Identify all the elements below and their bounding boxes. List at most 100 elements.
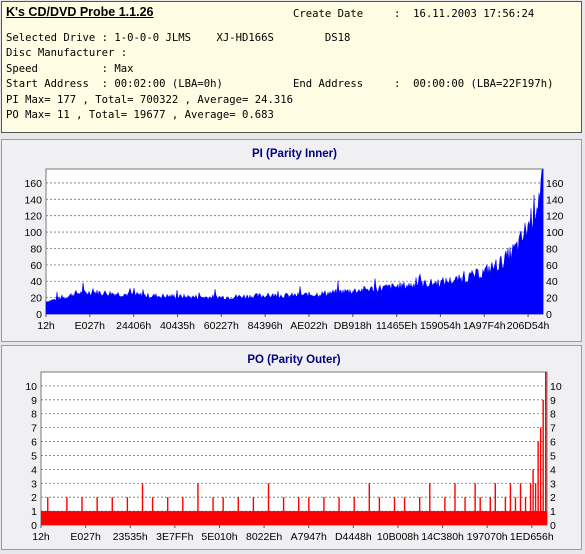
pi-summary-line: PI Max= 177 , Total= 700322 , Average= 2… <box>6 94 294 106</box>
x-tick-label: D4448h <box>335 531 372 543</box>
po-spike-bar <box>514 497 517 525</box>
po-chart: PO (Parity Outer)0 01 12 23 34 45 56 67 78 89 910 1… <box>25 354 562 543</box>
y-tick-label-right: 3 <box>550 478 556 490</box>
po-spike-bar <box>429 483 431 525</box>
y-tick-label-left: 9 <box>31 395 37 407</box>
po-spike-bar <box>368 483 370 525</box>
chart-title: PI (Parity Inner) <box>252 148 337 160</box>
x-tick-label: 40435h <box>160 320 195 332</box>
po-spike-bar <box>454 483 456 525</box>
y-tick-label-right: 120 <box>546 211 564 223</box>
po-spike-bar <box>489 497 491 525</box>
po-spike-bar <box>378 497 381 525</box>
y-tick-label-left: 160 <box>24 178 42 190</box>
y-tick-label-left: 6 <box>31 437 37 449</box>
po-spike-bar <box>141 483 144 525</box>
y-tick-label-left: 140 <box>24 194 42 206</box>
po-spike-bar <box>308 497 310 525</box>
po-chart-panel: PO (Parity Outer) 0 0 1 1 2 2 3 3 4 4 5 5 6 6 7 7 8 8 9 9 10 1… <box>1 345 582 550</box>
x-tick-label: 60227h <box>204 320 239 332</box>
po-spike-bar <box>393 497 396 525</box>
y-tick-label-right: 0 <box>550 520 556 532</box>
po-spike-bar <box>524 497 527 525</box>
po-spike-bar <box>504 497 507 525</box>
po-spike-bar <box>479 497 481 525</box>
po-spike-bar <box>338 497 340 525</box>
po-spike-bar <box>126 497 129 525</box>
end-address-value: : 00:00:00 (LBA=22F197h) <box>394 78 554 90</box>
pi-chart-panel: PI (Parity Inner) 0 0 20 20 40 40 60 60 80 80 100 10… <box>1 139 582 342</box>
y-tick-label-left: 100 <box>24 227 42 239</box>
y-tick-label-right: 1 <box>550 506 556 518</box>
create-date-label: Create Date <box>293 8 364 20</box>
po-spike-bar <box>212 497 214 525</box>
y-tick-label-left: 7 <box>31 423 37 435</box>
y-tick-label-left: 4 <box>31 464 37 476</box>
po-spike-bar <box>323 497 325 525</box>
y-tick-label-right: 4 <box>550 464 556 476</box>
po-spike-bar <box>167 497 169 525</box>
y-tick-label-left: 40 <box>30 276 42 288</box>
po-spike-bar <box>532 469 534 525</box>
plot-area <box>40 371 548 526</box>
po-spike-bar <box>151 497 154 525</box>
y-tick-label-right: 60 <box>546 260 558 272</box>
x-tick-label: 11465Eh <box>376 320 417 332</box>
po-spike-bar <box>111 497 113 525</box>
y-tick-label-right: 40 <box>546 276 558 288</box>
y-tick-label-right: 7 <box>550 423 556 435</box>
y-tick-label-right: 9 <box>550 395 556 407</box>
po-spike-bar <box>197 483 199 525</box>
y-tick-label-right: 20 <box>546 293 558 305</box>
y-tick-label-left: 1 <box>31 506 37 518</box>
x-tick-label: 84396h <box>248 320 283 332</box>
end-address-label: End Address <box>293 78 364 90</box>
x-tick-label: 206D54h <box>507 320 550 332</box>
y-tick-label-left: 60 <box>30 260 42 272</box>
po-spike-bar <box>444 497 446 525</box>
y-tick-label-right: 160 <box>546 178 564 190</box>
po-spike-bar <box>539 427 542 525</box>
x-tick-label: DB918h <box>334 320 372 332</box>
y-tick-label-right: 8 <box>550 409 556 421</box>
x-tick-label: 14C380h <box>421 531 464 543</box>
po-spike-bar <box>298 497 300 525</box>
po-spike-bar <box>237 497 239 525</box>
app-title: K's CD/DVD Probe 1.1.26 <box>6 5 154 19</box>
selected-drive-line: Selected Drive : 1-0-0-0 JLMS XJ-HD166S … <box>6 32 351 44</box>
speed-line: Speed : Max <box>6 63 134 75</box>
create-date-value: : 16.11.2003 17:56:24 <box>394 8 535 20</box>
x-tick-label: 23535h <box>113 531 148 543</box>
po-spike-bar <box>474 483 476 525</box>
x-tick-label: E027h <box>70 531 101 543</box>
chart-title: PO (Parity Outer) <box>247 354 340 366</box>
x-tick-label: E027h <box>75 320 106 332</box>
po-spike-bar <box>464 497 466 525</box>
x-tick-label: 5E010h <box>201 531 237 543</box>
po-spike-bar <box>222 497 224 525</box>
y-tick-label-left: 0 <box>31 520 37 532</box>
pi-chart: PI (Parity Inner) 0 0 20 20 40 40 60 60 80 80 100 10… <box>24 148 564 332</box>
po-spike-bar <box>545 372 547 525</box>
po-spike-bar <box>252 497 255 525</box>
y-tick-label-left: 20 <box>30 293 42 305</box>
x-tick-label: 12h <box>32 531 50 543</box>
po-spike-bar <box>66 497 68 525</box>
y-tick-label-right: 2 <box>550 492 556 504</box>
x-tick-label: 24406h <box>116 320 151 332</box>
x-tick-label: 1A97F4h <box>463 320 506 332</box>
y-tick-label-left: 120 <box>24 211 42 223</box>
y-tick-label-right: 140 <box>546 194 564 206</box>
po-spike-bar <box>509 483 512 525</box>
y-tick-label-left: 2 <box>31 492 37 504</box>
y-tick-label-right: 6 <box>550 437 556 449</box>
po-spike-bar <box>542 399 544 525</box>
info-panel: K's CD/DVD Probe 1.1.26 Create Date : 16… <box>1 1 582 133</box>
y-tick-label-right: 100 <box>546 227 564 239</box>
x-tick-label: 8022Eh <box>246 531 282 543</box>
po-spike-bar <box>353 497 355 525</box>
x-tick-label: AE022h <box>290 320 328 332</box>
po-spike-bar <box>403 497 406 525</box>
y-tick-label-left: 8 <box>31 409 37 421</box>
po-baseline-bar <box>41 511 547 525</box>
